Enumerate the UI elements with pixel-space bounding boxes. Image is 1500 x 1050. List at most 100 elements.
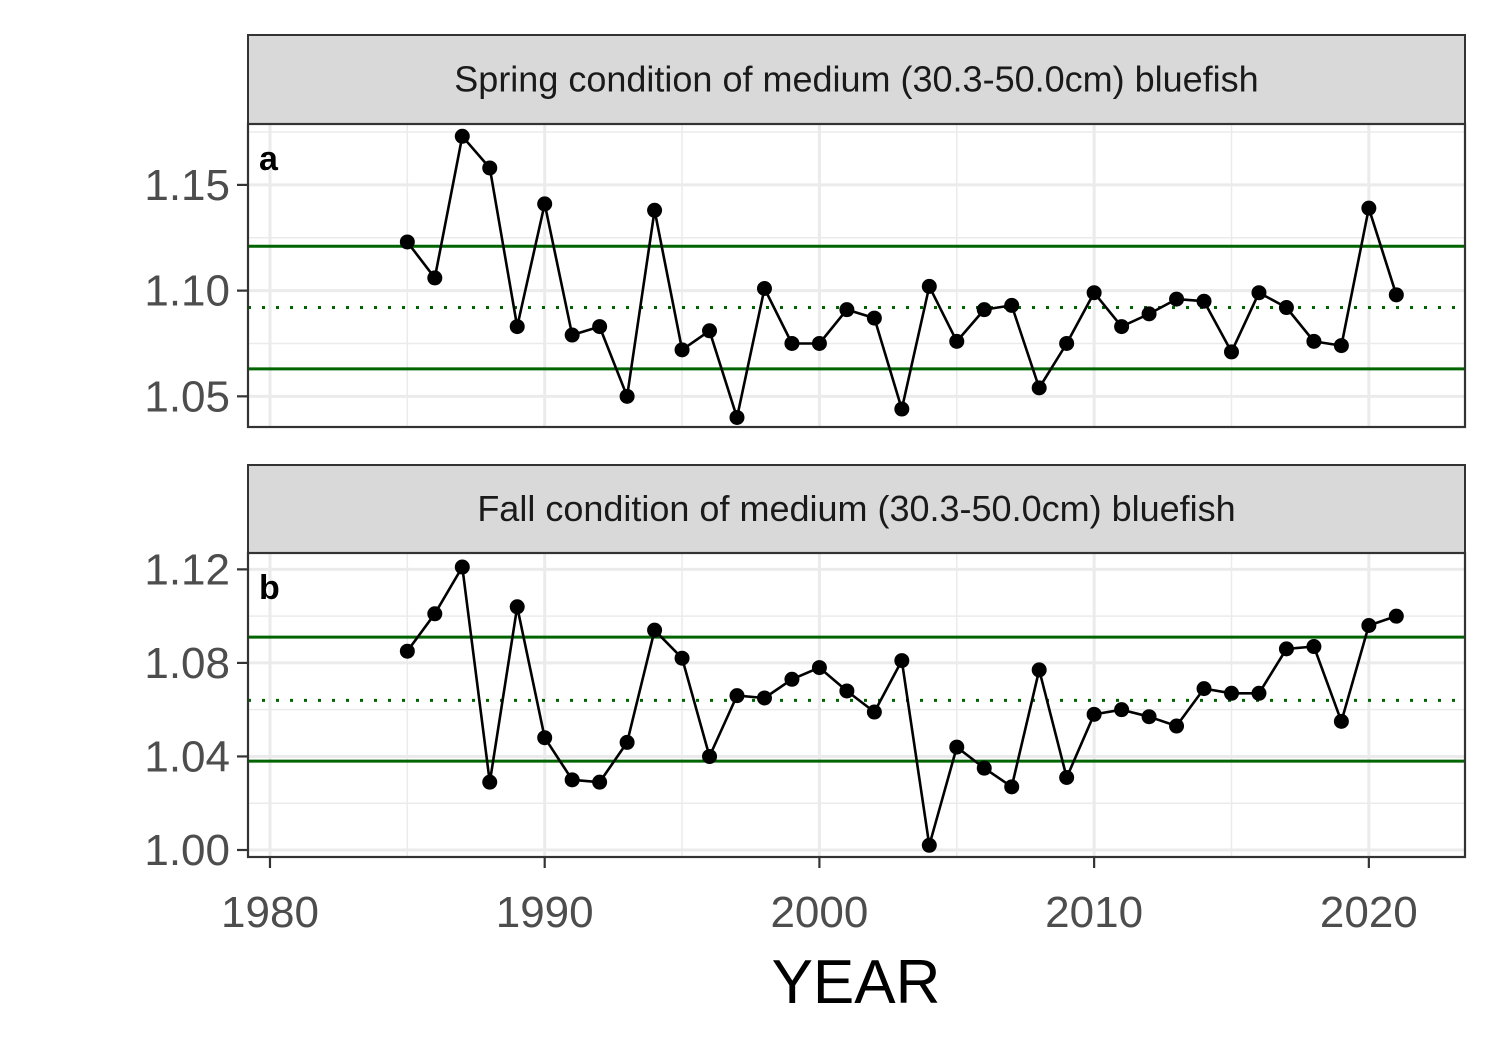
plot-background xyxy=(248,124,1465,427)
panel-border xyxy=(246,551,1467,859)
data-point xyxy=(564,772,580,788)
data-point xyxy=(1333,338,1349,354)
data-point xyxy=(1196,681,1212,697)
data-point xyxy=(1251,285,1267,301)
data-point xyxy=(976,302,992,318)
data-point xyxy=(921,837,937,853)
data-point xyxy=(674,650,690,666)
plot-area xyxy=(248,124,1465,427)
panel-title: Spring condition of medium (30.3-50.0cm)… xyxy=(454,59,1258,100)
data-point xyxy=(1306,333,1322,349)
data-point xyxy=(674,342,690,358)
data-point xyxy=(564,327,580,343)
data-point xyxy=(1004,779,1020,795)
data-point xyxy=(399,234,415,250)
data-point xyxy=(427,606,443,622)
x-tick-label: 1980 xyxy=(221,888,319,937)
data-point xyxy=(756,281,772,297)
data-point xyxy=(784,335,800,351)
data-point xyxy=(1086,285,1102,301)
data-point xyxy=(1114,702,1130,718)
data-point xyxy=(1114,319,1130,335)
data-point xyxy=(976,760,992,776)
data-point xyxy=(839,302,855,318)
data-point xyxy=(1031,380,1047,396)
data-point xyxy=(482,774,498,790)
panel-fall: Fall condition of medium (30.3-50.0cm) b… xyxy=(144,464,1467,875)
data-point xyxy=(702,748,718,764)
data-point xyxy=(1388,287,1404,303)
data-point xyxy=(647,202,663,218)
data-point xyxy=(784,671,800,687)
data-point xyxy=(399,643,415,659)
data-point xyxy=(756,690,772,706)
y-tick-label: 1.00 xyxy=(144,826,230,875)
x-tick-label: 2020 xyxy=(1320,888,1418,937)
x-tick-label: 1990 xyxy=(496,888,594,937)
data-point xyxy=(921,278,937,294)
data-point xyxy=(619,388,635,404)
data-point xyxy=(866,704,882,720)
x-axis-title: YEAR xyxy=(772,948,941,1017)
y-tick-label: 1.05 xyxy=(144,372,230,421)
data-point xyxy=(509,319,525,335)
x-tick-label: 2010 xyxy=(1045,888,1143,937)
plot-area xyxy=(248,553,1465,857)
data-point xyxy=(1004,297,1020,313)
data-point xyxy=(1169,718,1185,734)
plot-background xyxy=(248,553,1465,857)
data-point xyxy=(647,622,663,638)
data-point xyxy=(1278,300,1294,316)
data-point xyxy=(592,774,608,790)
data-point xyxy=(811,660,827,676)
data-point xyxy=(1361,200,1377,216)
data-point xyxy=(702,323,718,339)
data-point xyxy=(729,688,745,704)
data-point xyxy=(427,270,443,286)
data-point xyxy=(1361,617,1377,633)
data-point xyxy=(1278,641,1294,657)
data-point xyxy=(1333,713,1349,729)
data-point xyxy=(1086,706,1102,722)
data-point xyxy=(454,559,470,575)
y-tick-label: 1.15 xyxy=(144,161,230,210)
data-point xyxy=(949,739,965,755)
data-point xyxy=(537,730,553,746)
data-point xyxy=(1251,685,1267,701)
y-tick-label: 1.10 xyxy=(144,267,230,316)
data-point xyxy=(454,128,470,144)
data-point xyxy=(1169,291,1185,307)
data-point xyxy=(537,196,553,212)
y-tick-label: 1.08 xyxy=(144,639,230,688)
data-point xyxy=(619,734,635,750)
y-tick-label: 1.12 xyxy=(144,545,230,594)
panel-strip xyxy=(247,34,1466,125)
data-point xyxy=(1306,639,1322,655)
data-point xyxy=(894,653,910,669)
x-tick-label: 2000 xyxy=(770,888,868,937)
panel-spring: Spring condition of medium (30.3-50.0cm)… xyxy=(144,34,1467,429)
x-axis: 1980 1990 2000 2010 2020 xyxy=(221,857,1418,937)
panel-border xyxy=(246,122,1467,429)
data-point xyxy=(839,683,855,699)
data-point xyxy=(1031,662,1047,678)
data-point xyxy=(1059,769,1075,785)
panel-strip xyxy=(247,464,1466,554)
y-tick-label: 1.04 xyxy=(144,732,230,781)
data-point xyxy=(1141,709,1157,725)
data-point xyxy=(1223,344,1239,360)
data-point xyxy=(866,310,882,326)
data-point xyxy=(1196,293,1212,309)
data-point xyxy=(729,409,745,425)
data-point xyxy=(1141,306,1157,322)
data-point xyxy=(592,319,608,335)
data-point xyxy=(482,160,498,176)
data-point xyxy=(811,335,827,351)
data-point xyxy=(1388,608,1404,624)
data-point xyxy=(894,401,910,417)
data-point xyxy=(509,599,525,615)
panel-letter: b xyxy=(259,569,280,607)
panel-letter: a xyxy=(259,140,279,178)
data-point xyxy=(949,333,965,349)
